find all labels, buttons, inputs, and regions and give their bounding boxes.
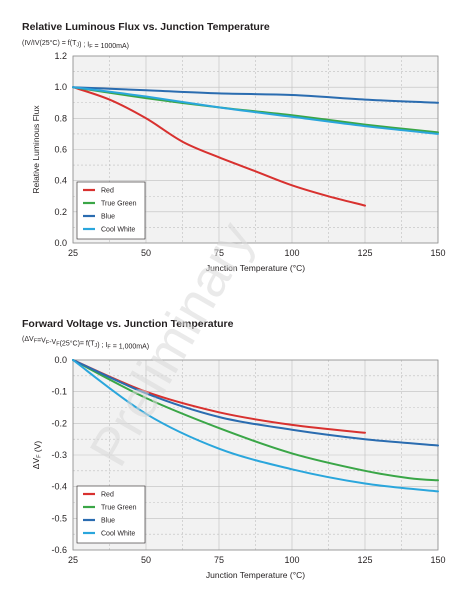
y-tick-label: 0.0 <box>54 238 67 248</box>
y-tick-label: -0.2 <box>51 418 67 428</box>
x-tick-label: 25 <box>68 555 78 565</box>
plot-border <box>72 359 439 551</box>
y-tick-label: -0.5 <box>51 513 67 523</box>
x-tick-label: 75 <box>214 555 224 565</box>
legend-label: Blue <box>101 214 115 221</box>
series-line-cool-white <box>72 359 439 493</box>
x-tick-label: 25 <box>68 248 78 258</box>
x-axis-label: Junction Temperature (°C) <box>206 570 305 580</box>
series-line-blue <box>72 86 439 104</box>
chart2-subtitle-text: (ΔVF=VF-VF(25°C)= f(TJ) ; IF = 1,000mA) <box>22 336 149 351</box>
chart2-subtitle: (ΔVF=VF-VF(25°C)= f(TJ) ; IF = 1,000mA) <box>22 336 149 351</box>
y-tick-label: 1.0 <box>54 82 67 92</box>
x-tick-label: 50 <box>141 248 151 258</box>
x-tick-label: 125 <box>357 248 372 258</box>
chart1-subtitle-text: (IV/IV(25°C) = f(TJ) ; IF = 1000mA) <box>22 39 129 50</box>
y-axis-label: Relative Luminous Flux <box>31 105 41 194</box>
y-tick-label: -0.1 <box>51 387 67 397</box>
x-tick-label: 75 <box>214 248 224 258</box>
legend-label: Red <box>101 492 114 499</box>
legend-label: Red <box>101 188 114 195</box>
y-tick-label: 0.2 <box>54 207 67 217</box>
y-tick-label: 0.8 <box>54 113 67 123</box>
legend-label: Cool White <box>101 227 135 234</box>
x-tick-label: 150 <box>430 555 445 565</box>
x-tick-label: 100 <box>284 555 299 565</box>
legend-label: True Green <box>101 505 137 512</box>
chart1-subtitle: (IV/IV(25°C) = f(TJ) ; IF = 1000mA) <box>22 39 129 50</box>
chart2-plot: 25 50 75 100 125 150 0.0 -0.1 -0.2 -0.3 -0.4 -0.5 -0… <box>31 355 446 580</box>
series-line-cool-white <box>72 86 439 135</box>
legend-label: True Green <box>101 201 137 208</box>
plot-border <box>72 55 439 244</box>
y-tick-label: 0.6 <box>54 145 67 155</box>
y-tick-label: -0.6 <box>51 545 67 555</box>
legend-label: Blue <box>101 518 115 525</box>
y-tick-label: -0.3 <box>51 450 67 460</box>
y-tick-label: -0.4 <box>51 482 67 492</box>
x-tick-label: 50 <box>141 555 151 565</box>
chart1-title: Relative Luminous Flux vs. Junction Temp… <box>22 21 270 33</box>
series-line-blue <box>72 359 439 447</box>
y-tick-label: 0.0 <box>54 355 67 365</box>
y-axis-label: ΔVF (V) <box>31 441 43 470</box>
y-tick-label: 0.4 <box>54 176 67 186</box>
series-line-true-green <box>72 359 439 482</box>
y-tick-label: 1.2 <box>54 51 67 61</box>
chart1-plot: 25 50 75 100 125 150 0.0 0.2 0.4 0.6 0.8 1.0 1.2 Junc… <box>31 51 446 273</box>
x-tick-label: 125 <box>357 555 372 565</box>
x-tick-label: 100 <box>284 248 299 258</box>
x-tick-label: 150 <box>430 248 445 258</box>
x-axis-label: Junction Temperature (°C) <box>206 263 305 273</box>
chart2-title: Forward Voltage vs. Junction Temperature <box>22 318 234 330</box>
legend-label: Cool White <box>101 531 135 538</box>
series-line-red <box>72 86 366 207</box>
